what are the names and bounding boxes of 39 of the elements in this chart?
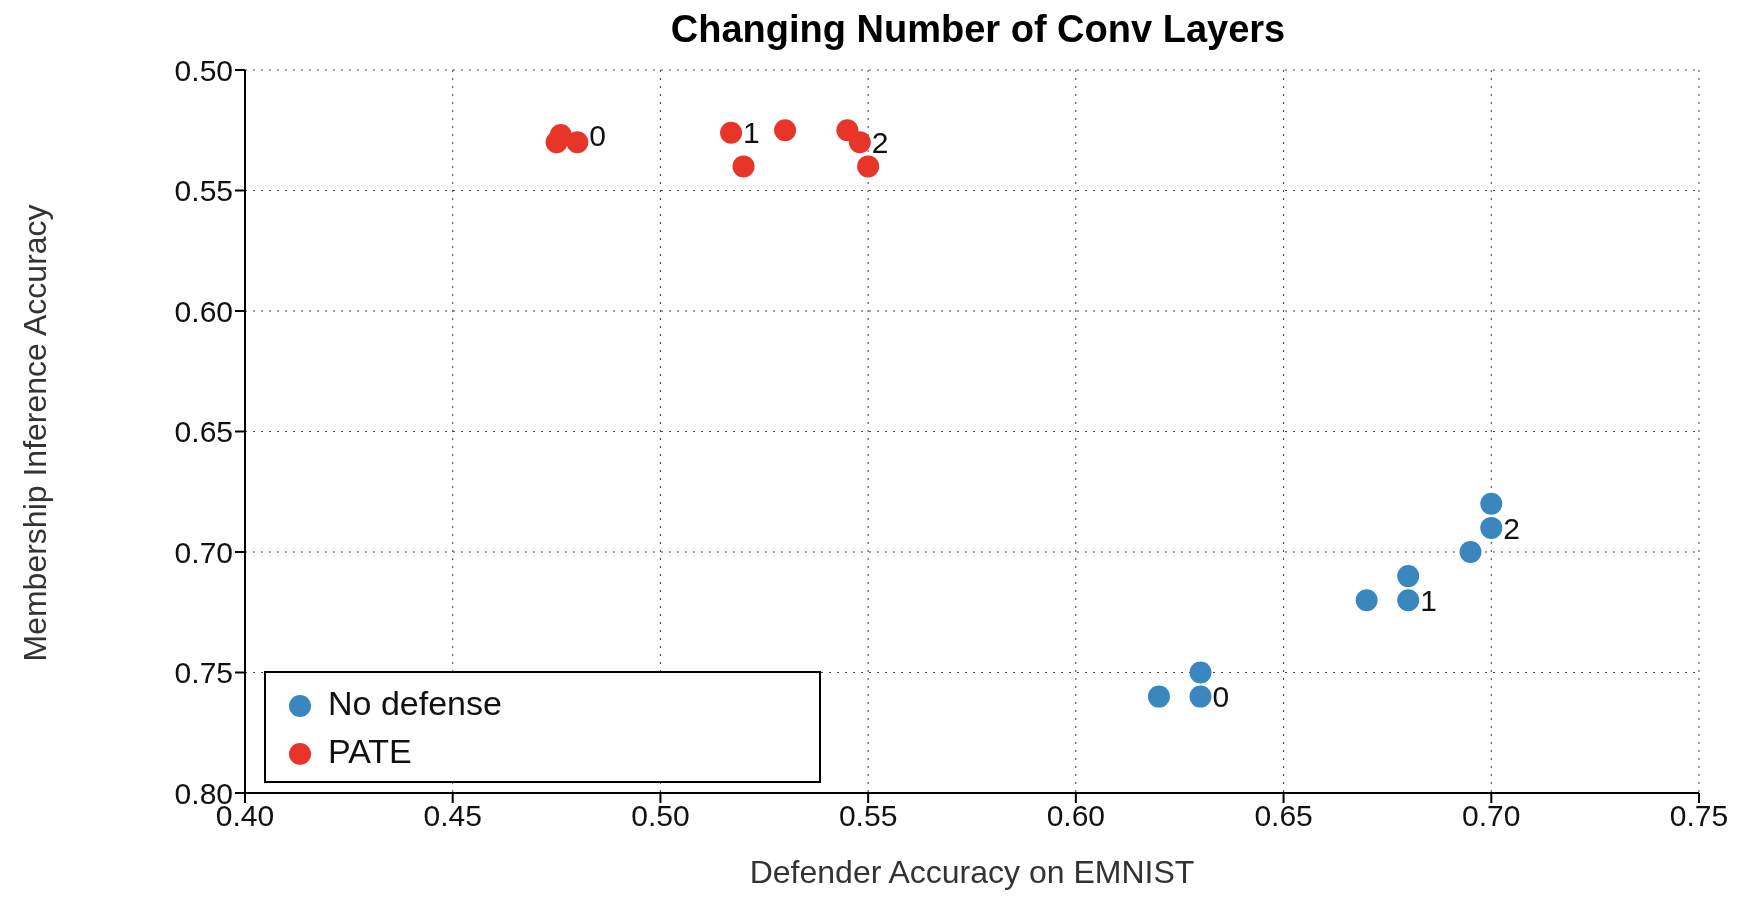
- x-tick-label: 0.50: [631, 799, 690, 833]
- x-tick-label: 0.55: [838, 799, 898, 833]
- point: [1480, 492, 1503, 515]
- annotation: 0: [1212, 680, 1230, 714]
- annotation: 2: [871, 125, 889, 159]
- annotation: 0: [589, 118, 607, 152]
- point: [1189, 685, 1212, 708]
- point: [566, 131, 589, 154]
- y-tick-label: 0.70: [174, 535, 233, 569]
- legend-label: PATE: [328, 732, 412, 770]
- point: [1147, 685, 1170, 708]
- point: [1459, 541, 1482, 563]
- y-tick-label: 0.60: [174, 294, 233, 328]
- x-tick-label: 0.75: [1669, 799, 1729, 833]
- y-tick-label: 0.50: [174, 53, 233, 87]
- x-tick-label: 0.70: [1462, 799, 1521, 833]
- point: [848, 131, 871, 154]
- point: [1189, 661, 1212, 684]
- x-tick-label: 0.45: [423, 799, 482, 833]
- annotation: 1: [743, 116, 760, 150]
- y-tick-label: 0.75: [174, 656, 233, 690]
- x-tick-label: 0.60: [1046, 799, 1106, 833]
- point: [1355, 589, 1378, 612]
- point: [857, 155, 880, 178]
- x-tick-label: 0.65: [1254, 799, 1313, 833]
- y-tick-label: 0.65: [174, 415, 233, 449]
- point: [774, 119, 797, 142]
- point: [732, 155, 755, 178]
- annotation: 2: [1503, 511, 1520, 545]
- y-tick-label: 0.55: [174, 174, 233, 208]
- annotation: 1: [1420, 583, 1437, 617]
- point: [1480, 516, 1503, 539]
- chart-title: Changing Number of Conv Layers: [669, 8, 1287, 52]
- y-axis-title: Membership Inference Accuracy: [17, 204, 54, 662]
- point: [1397, 589, 1420, 612]
- x-axis-title: Defender Accuracy on EMNIST: [749, 854, 1195, 890]
- point: [720, 121, 743, 144]
- point: [1397, 565, 1420, 588]
- legend-label: No defense: [328, 684, 502, 722]
